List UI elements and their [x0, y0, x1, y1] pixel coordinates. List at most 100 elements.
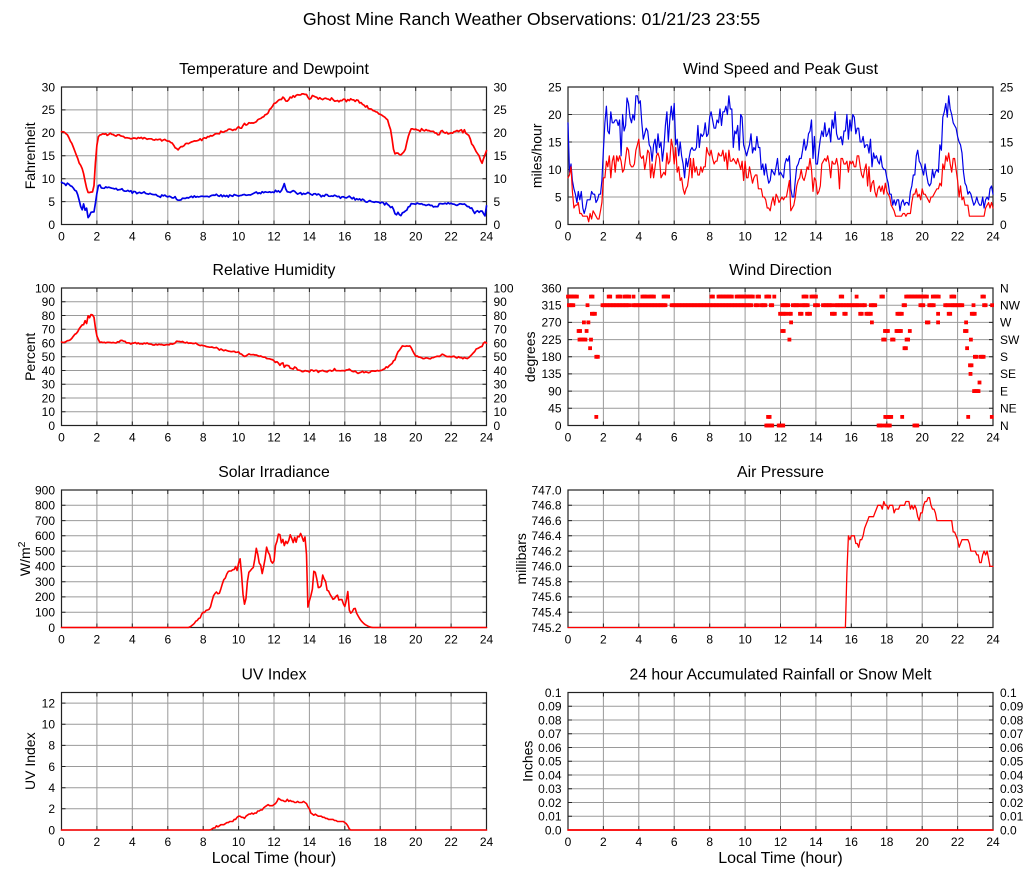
- svg-text:NW: NW: [1000, 299, 1021, 313]
- svg-text:700: 700: [35, 514, 55, 528]
- svg-text:8: 8: [48, 739, 55, 753]
- svg-text:14: 14: [303, 632, 317, 646]
- svg-text:6: 6: [671, 229, 678, 243]
- svg-text:20: 20: [42, 126, 56, 140]
- svg-text:18: 18: [374, 835, 388, 849]
- svg-text:12: 12: [267, 430, 281, 444]
- svg-text:0.1: 0.1: [545, 686, 562, 700]
- svg-text:0.06: 0.06: [538, 741, 562, 755]
- svg-text:15: 15: [1000, 135, 1014, 149]
- svg-text:8: 8: [200, 835, 207, 849]
- svg-text:Inches: Inches: [520, 741, 536, 782]
- svg-text:0.04: 0.04: [1000, 768, 1024, 782]
- svg-text:2: 2: [94, 430, 101, 444]
- svg-text:400: 400: [35, 560, 55, 574]
- svg-text:Percent: Percent: [22, 333, 38, 381]
- svg-text:0: 0: [494, 218, 501, 232]
- svg-text:24: 24: [480, 430, 494, 444]
- svg-text:8: 8: [706, 229, 713, 243]
- svg-text:100: 100: [35, 606, 55, 620]
- svg-text:24: 24: [480, 229, 494, 243]
- svg-text:900: 900: [35, 483, 55, 497]
- svg-text:4: 4: [635, 430, 642, 444]
- svg-text:20: 20: [409, 632, 423, 646]
- svg-text:18: 18: [374, 430, 388, 444]
- svg-text:0: 0: [555, 218, 562, 232]
- svg-text:0.01: 0.01: [1000, 810, 1024, 824]
- svg-text:18: 18: [880, 632, 894, 646]
- svg-text:360: 360: [541, 281, 561, 295]
- svg-text:22: 22: [951, 430, 965, 444]
- svg-text:14: 14: [303, 835, 317, 849]
- svg-text:UV Index: UV Index: [242, 667, 307, 684]
- svg-text:180: 180: [541, 350, 561, 364]
- svg-text:25: 25: [1000, 80, 1014, 94]
- svg-text:2: 2: [48, 802, 55, 816]
- svg-text:0: 0: [48, 218, 55, 232]
- svg-text:14: 14: [809, 632, 823, 646]
- svg-text:10: 10: [232, 835, 246, 849]
- svg-text:0.0: 0.0: [545, 823, 562, 837]
- svg-text:100: 100: [35, 281, 55, 295]
- svg-text:22: 22: [951, 632, 965, 646]
- svg-text:20: 20: [916, 632, 930, 646]
- svg-text:6: 6: [164, 430, 171, 444]
- svg-text:Fahrenheit: Fahrenheit: [22, 122, 38, 189]
- svg-text:0.03: 0.03: [1000, 782, 1024, 796]
- svg-text:6: 6: [48, 760, 55, 774]
- svg-text:745.6: 745.6: [531, 590, 561, 604]
- svg-text:0.05: 0.05: [1000, 755, 1024, 769]
- svg-text:2: 2: [600, 229, 607, 243]
- svg-text:0: 0: [48, 419, 55, 433]
- svg-text:18: 18: [374, 632, 388, 646]
- svg-text:2: 2: [600, 430, 607, 444]
- svg-text:50: 50: [42, 350, 56, 364]
- svg-text:0.07: 0.07: [1000, 727, 1024, 741]
- svg-text:10: 10: [232, 430, 246, 444]
- svg-text:Ghost Mine Ranch Weather Obser: Ghost Mine Ranch Weather Observations: 0…: [303, 9, 760, 29]
- svg-text:746.4: 746.4: [531, 529, 561, 543]
- svg-text:12: 12: [42, 696, 56, 710]
- svg-text:0.02: 0.02: [1000, 796, 1024, 810]
- svg-text:0: 0: [48, 823, 55, 837]
- svg-text:0.07: 0.07: [538, 727, 562, 741]
- svg-text:25: 25: [494, 103, 508, 117]
- svg-text:30: 30: [494, 378, 508, 392]
- svg-text:24: 24: [480, 632, 494, 646]
- svg-text:10: 10: [738, 430, 752, 444]
- svg-text:800: 800: [35, 499, 55, 513]
- svg-text:14: 14: [809, 229, 823, 243]
- svg-text:4: 4: [635, 632, 642, 646]
- svg-text:70: 70: [42, 323, 56, 337]
- svg-text:0.06: 0.06: [1000, 741, 1024, 755]
- svg-text:30: 30: [42, 80, 56, 94]
- svg-text:10: 10: [738, 229, 752, 243]
- svg-text:60: 60: [494, 336, 508, 350]
- svg-text:0.01: 0.01: [538, 810, 562, 824]
- svg-text:0: 0: [58, 632, 65, 646]
- svg-text:22: 22: [951, 835, 965, 849]
- svg-text:14: 14: [809, 430, 823, 444]
- svg-text:0.03: 0.03: [538, 782, 562, 796]
- svg-text:0: 0: [58, 835, 65, 849]
- svg-text:16: 16: [845, 430, 859, 444]
- svg-text:90: 90: [494, 295, 508, 309]
- svg-text:10: 10: [42, 718, 56, 732]
- svg-text:14: 14: [303, 229, 317, 243]
- svg-text:0: 0: [58, 229, 65, 243]
- svg-text:2: 2: [94, 229, 101, 243]
- svg-text:10: 10: [494, 172, 508, 186]
- svg-text:20: 20: [409, 430, 423, 444]
- svg-text:S: S: [1000, 350, 1008, 364]
- svg-text:20: 20: [916, 229, 930, 243]
- svg-text:12: 12: [267, 229, 281, 243]
- svg-text:25: 25: [42, 103, 56, 117]
- svg-text:2: 2: [94, 835, 101, 849]
- svg-text:746.6: 746.6: [531, 514, 561, 528]
- svg-text:20: 20: [1000, 108, 1014, 122]
- svg-text:5: 5: [48, 195, 55, 209]
- svg-text:40: 40: [494, 364, 508, 378]
- svg-text:4: 4: [129, 430, 136, 444]
- svg-text:8: 8: [200, 632, 207, 646]
- svg-text:0: 0: [48, 621, 55, 635]
